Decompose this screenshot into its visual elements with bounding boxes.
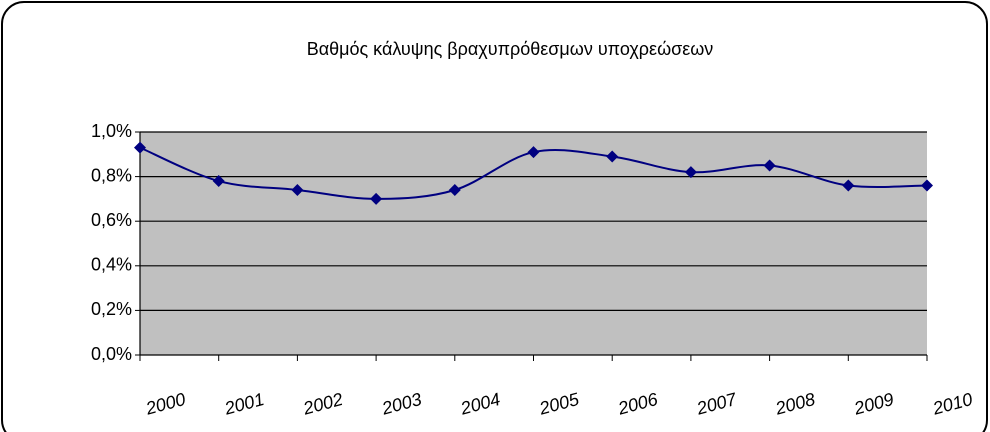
point-marker xyxy=(370,192,383,205)
point-marker xyxy=(448,183,461,196)
point-marker xyxy=(212,175,225,188)
chart-title: Βαθμός κάλυψης βραχυπρόθεσμων υποχρεώσεω… xyxy=(307,39,714,59)
point-marker xyxy=(842,179,855,192)
y-tick-label: 0,8% xyxy=(91,165,132,185)
y-tick-label: 0,0% xyxy=(91,344,132,364)
y-tick-label: 0,2% xyxy=(91,299,132,319)
y-tick-label: 0,4% xyxy=(91,255,132,275)
point-marker xyxy=(527,146,540,159)
point-marker xyxy=(763,159,776,172)
y-tick-label: 1,0% xyxy=(91,121,132,141)
plot-area xyxy=(140,132,927,355)
point-marker xyxy=(291,183,304,196)
point-marker xyxy=(134,141,146,154)
point-marker xyxy=(921,179,933,192)
y-tick-label: 0,6% xyxy=(91,210,132,230)
point-marker xyxy=(684,166,697,179)
point-marker xyxy=(606,150,619,163)
